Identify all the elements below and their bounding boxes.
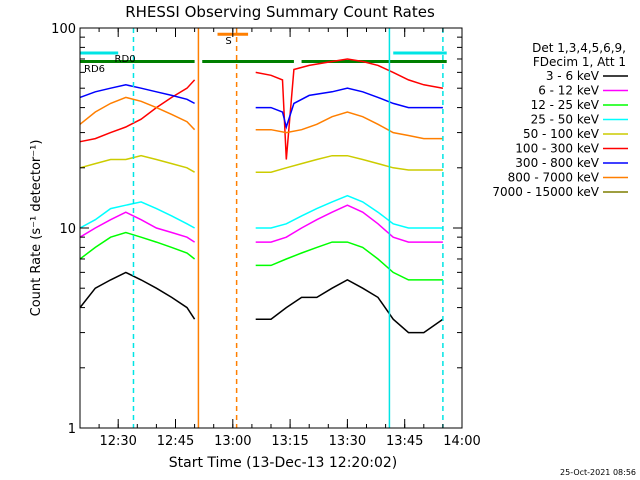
annotations: RD0 RD6 S — [84, 36, 232, 75]
footer-timestamp: 25-Oct-2021 08:56 — [560, 468, 636, 477]
series-line — [255, 111, 443, 140]
series-line — [79, 154, 195, 173]
x-tick-label: 12:45 — [157, 434, 194, 449]
legend-entry-label: 300 - 800 keV — [515, 156, 599, 170]
legend-entry-label: 25 - 50 keV — [531, 113, 600, 127]
series-line — [255, 58, 444, 160]
series-line — [255, 194, 443, 229]
series-line — [255, 241, 443, 281]
legend-entry-label: 100 - 300 keV — [515, 142, 599, 156]
x-tick-label: 13:00 — [214, 434, 251, 449]
legend-entry-label: 800 - 7000 keV — [508, 171, 600, 185]
y-tick-label: 10 — [59, 222, 76, 237]
y-tick-label: 1 — [68, 422, 76, 437]
legend-header-line-1: Det 1,3,4,5,6,9, — [532, 41, 626, 55]
x-axis-label: Start Time (13-Dec-13 12:20:02) — [169, 455, 397, 471]
series-line — [255, 204, 443, 243]
series-line — [79, 84, 195, 105]
vertical-markers — [132, 28, 444, 428]
series-line — [255, 87, 443, 130]
y-axis-label: Count Rate (s⁻¹ detector⁻¹) — [29, 140, 44, 317]
legend-entry-label: 50 - 100 keV — [523, 127, 600, 141]
x-tick-label: 13:30 — [329, 434, 366, 449]
series-line — [79, 271, 196, 320]
annotation-label: RD6 — [84, 64, 105, 75]
series-line — [79, 79, 196, 143]
series-line — [79, 211, 196, 243]
x-tick-label: 12:30 — [99, 434, 136, 449]
legend-entry-label: 12 - 25 keV — [531, 98, 600, 112]
y-tick-label: 100 — [51, 22, 76, 37]
legend-header-line-2: FDecim 1, Att 1 — [533, 55, 626, 69]
chart-title: RHESSI Observing Summary Count Rates — [125, 3, 435, 21]
series-lines — [79, 58, 444, 334]
legend-entry-label: 7000 - 15000 keV — [492, 185, 599, 199]
legend-entry-label: 3 - 6 keV — [546, 69, 600, 83]
annotation-label: S — [225, 36, 231, 47]
series-line — [255, 279, 444, 334]
axes: 1 10 100 12:30 12:45 13:00 13:15 13:30 13:45 14:0… — [51, 22, 481, 449]
series-line — [79, 96, 196, 131]
x-tick-label: 13:15 — [271, 434, 308, 449]
legend-entry-label: 6 - 12 keV — [538, 84, 600, 98]
annotation-label: RD0 — [115, 54, 136, 65]
series-line — [79, 231, 196, 260]
x-tick-label: 13:45 — [386, 434, 423, 449]
x-tick-label: 14:00 — [443, 434, 480, 449]
series-line — [79, 201, 195, 229]
series-line — [255, 154, 443, 173]
